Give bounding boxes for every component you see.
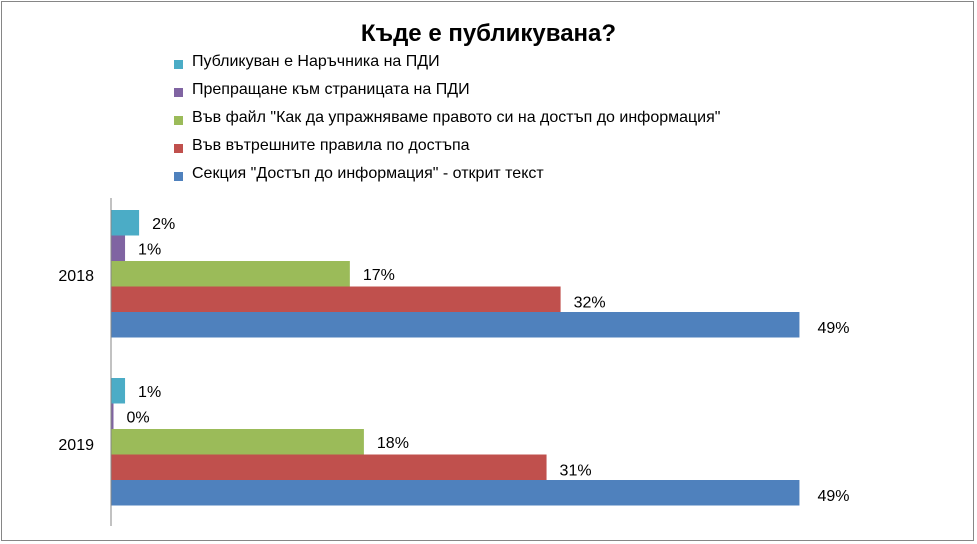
- value-label-2018-series-2: 17%: [363, 267, 395, 284]
- value-label-2019-series-1: 0%: [127, 409, 150, 426]
- value-label-2019-series-3: 31%: [560, 462, 592, 479]
- bar-2018-series-2: [111, 261, 350, 287]
- value-label-2019-series-2: 18%: [377, 435, 409, 452]
- value-label-2018-series-0: 2%: [152, 216, 175, 233]
- bar-2018-series-0: [111, 210, 140, 236]
- category-label-2018: 2018: [58, 268, 94, 285]
- chart-title: Къде е публикувана?: [360, 20, 617, 47]
- legend-swatch-file: [174, 116, 183, 125]
- bar-2018-series-1: [111, 235, 126, 261]
- legend-label-file: Във файл "Как да упражняваме правото си …: [192, 109, 721, 126]
- value-label-2018-series-3: 32%: [574, 294, 606, 311]
- value-label-2018-series-4: 49%: [817, 320, 849, 337]
- bar-2019-series-4: [111, 480, 800, 506]
- value-label-2019-series-0: 1%: [138, 384, 161, 401]
- bar-2018-series-3: [111, 286, 561, 312]
- legend-label-internal-rules: Във вътрешните правила по достъпа: [192, 137, 470, 154]
- legend-label-redirect: Препращане към страницата на ПДИ: [192, 81, 470, 98]
- bar-2019-series-3: [111, 454, 547, 480]
- legend-swatch-redirect: [174, 88, 183, 97]
- legend-label-section: Секция "Достъп до информация" - открит т…: [192, 165, 544, 182]
- category-label-2019: 2019: [58, 437, 94, 454]
- legend-swatch-handbook: [174, 60, 183, 69]
- value-label-2019-series-4: 49%: [817, 488, 849, 505]
- value-label-2018-series-1: 1%: [138, 241, 161, 258]
- legend-swatch-internal-rules: [174, 144, 183, 153]
- legend-label-handbook: Публикуван е Наръчника на ПДИ: [192, 53, 440, 70]
- bar-2019-series-2: [111, 429, 364, 455]
- bar-2019-series-1: [111, 403, 114, 429]
- legend-swatch-section: [174, 172, 183, 181]
- bar-2019-series-0: [111, 378, 126, 404]
- bar-2018-series-4: [111, 312, 800, 338]
